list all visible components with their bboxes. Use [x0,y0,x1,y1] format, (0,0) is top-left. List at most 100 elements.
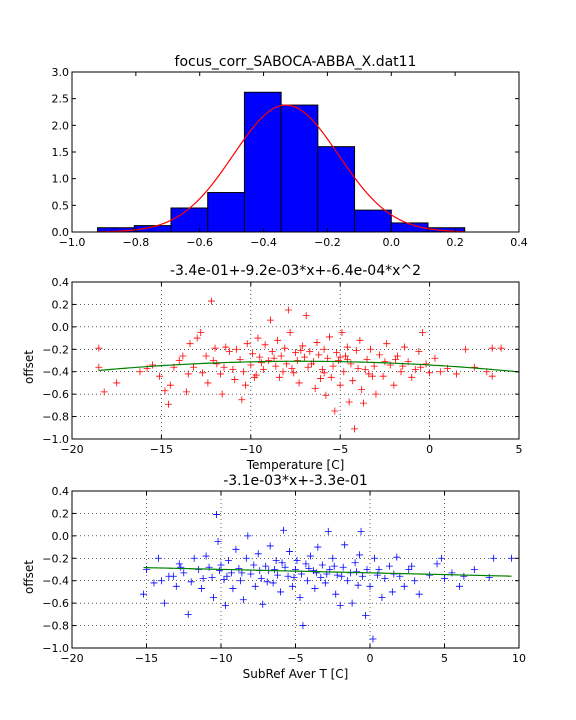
scatter-point [199,574,207,582]
scatter-point [381,358,389,366]
scatter-point [306,348,314,356]
scatter-point [408,562,416,570]
scatter-point [281,563,289,571]
y-tick-label: −0.8 [42,620,69,633]
scatter-point [218,390,226,398]
scatter-point [254,550,262,558]
scatter-point [320,345,328,353]
scatter-point [333,349,341,357]
scatter-point [229,585,237,593]
x-tick-label: −1.0 [59,236,86,249]
x-tick-label: −20 [60,443,83,456]
scatter-point [270,354,278,362]
scatter-point [268,348,276,356]
y-tick-label: −0.4 [42,366,69,379]
scatter-point [342,352,350,360]
scatter-point [199,369,207,377]
scatter-point [336,353,344,361]
scatter-point [249,350,257,358]
scatter-point [330,562,338,570]
x-tick-label: −15 [135,652,158,665]
scatter-point [400,582,408,590]
scatter-point [393,352,401,360]
scatter-point [452,370,460,378]
scatter-point [172,582,180,590]
y-tick-label: 0.5 [52,199,70,212]
x-tick-label: −0.8 [122,236,149,249]
scatter-point [241,381,249,389]
scatter-point [300,353,308,361]
scatter-point [293,357,301,364]
scatter-point [265,357,273,364]
y-tick-label: 0.2 [52,298,70,311]
scatter-point [257,574,265,582]
scatter-point [236,577,244,585]
y-tick-label: −1.0 [42,433,69,446]
scatter-point [284,572,292,580]
y-tick-label: 2.5 [52,93,70,106]
scatter-point [288,364,296,372]
histogram-panel: focus_corr_SABOCA-ABBA_X.dat11 −1.0 −0.8 −… [52,54,528,249]
scatter-point [244,532,252,540]
fit-line [143,566,512,577]
scatter-point [217,561,225,569]
scatter-point [214,537,222,545]
scatter-point [277,352,285,360]
scatter-point [222,343,230,351]
scatter-point [154,554,162,562]
scatter-point [351,425,359,433]
temperature-xlabel: Temperature [C] [246,458,345,472]
scatter-point [331,407,339,415]
scatter-point [344,577,352,585]
histogram-bar [243,91,282,233]
y-tick-label: −0.6 [42,388,69,401]
scatter-point [311,585,319,593]
scatter-point [368,372,376,380]
y-tick-label: −0.4 [42,575,69,588]
x-tick-label: 0.0 [383,236,401,249]
scatter-point [356,336,364,344]
scatter-point [187,578,195,586]
scatter-point [318,561,326,569]
y-tick-label: 0.0 [52,321,70,334]
scatter-point [292,566,299,573]
scatter-point [357,527,365,535]
scatter-point [485,573,493,581]
scatter-point [247,361,255,369]
scatter-point [284,306,292,314]
scatter-point [207,297,215,305]
scatter-point [254,334,262,342]
scatter-point [397,368,405,376]
scatter-point [354,581,362,589]
scatter-point [379,372,387,380]
scatter-point [302,560,310,568]
scatter-point [333,571,341,579]
scatter-point [216,370,224,378]
scatter-point [95,363,103,371]
scatter-point [302,312,310,320]
y-tick-label: 0.2 [52,507,70,520]
scatter-point [182,388,190,396]
scatter-point [343,343,351,351]
scatter-point [202,352,210,360]
scatter-point [375,566,383,573]
scatter-point [438,554,446,562]
y-tick-label: 2.0 [52,119,70,132]
scatter-point [259,600,267,608]
y-tick-label: −1.0 [42,642,69,655]
scatter-point [488,344,496,352]
scatter-point [318,365,326,373]
scatter-point [190,363,198,371]
scatter-point [166,381,174,389]
scatter-point [320,369,328,377]
x-tick-label: −0.4 [250,236,277,249]
scatter-point [269,579,277,587]
scatter-point [186,340,194,348]
scatter-point [341,541,349,549]
histogram-bar [280,104,319,233]
scatter-point [223,572,231,580]
scatter-point [225,348,233,356]
scatter-point [280,526,288,534]
scatter-point [329,362,337,370]
x-tick-label: −0.2 [314,236,341,249]
